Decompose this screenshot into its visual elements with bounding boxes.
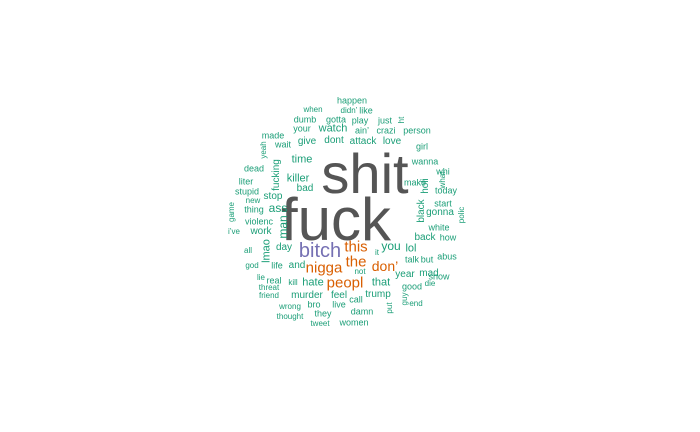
word-wait: wait [274, 139, 292, 150]
word-live: live [332, 299, 346, 310]
word-holi: holi [420, 178, 431, 194]
word-feel: feel [330, 290, 348, 301]
word-guy: guy [400, 292, 409, 306]
word-lol: lol [405, 242, 417, 255]
word-they: they [314, 308, 332, 319]
word-work: work [250, 226, 272, 237]
word-hate: hate [302, 276, 324, 289]
word-put: put [385, 302, 394, 314]
word-shit: shit [321, 142, 409, 205]
word-the: the [345, 253, 367, 271]
word-gonna: gonna [426, 207, 454, 218]
word-happen: happen [336, 95, 368, 106]
word-lmao: lmao [260, 239, 273, 263]
word-peopl: peopl [326, 274, 364, 292]
word-dead: dead [243, 163, 265, 174]
word-man: man [276, 215, 290, 239]
word-nigga: nigga [305, 259, 343, 277]
word-back: back [414, 232, 436, 243]
word-threat: threat [258, 283, 280, 292]
word-friend: friend [258, 291, 280, 300]
word-ht: ht [397, 116, 406, 124]
word-fuck: fuck [280, 186, 392, 253]
word-that: that [371, 276, 391, 289]
word-i-ve: i’ve [227, 227, 241, 236]
word-die: die [424, 279, 436, 288]
word-and: and [288, 260, 306, 271]
word-give: give [297, 136, 317, 147]
word-girl: girl [415, 141, 429, 152]
word-don: don’ [371, 258, 399, 274]
word-wanna: wanna [411, 156, 439, 167]
word-end: end [409, 299, 423, 308]
word-liter: liter [238, 176, 254, 187]
word-women: women [339, 317, 369, 328]
word-you: you [381, 239, 401, 253]
word-game: game [227, 201, 236, 223]
word-killer: killer [286, 172, 310, 185]
word-this: this [344, 238, 368, 256]
word-violenc: violenc [244, 216, 274, 227]
word-fucking: fucking [271, 159, 282, 191]
word-year: year [395, 269, 415, 280]
word-all: all [243, 246, 253, 255]
word-made: made [261, 130, 285, 141]
word-kill: kill [288, 278, 298, 287]
word-not: not [354, 267, 366, 276]
word-ass: ass [268, 201, 288, 215]
word-play: play [351, 115, 369, 126]
word-make: make [403, 177, 427, 188]
word-wrong: wrong [279, 302, 301, 311]
word-yeah: yeah [259, 141, 268, 159]
word-thing: thing [244, 204, 264, 215]
word-damn: damn [350, 306, 374, 317]
word-thought: thought [276, 312, 304, 321]
word-when: when [303, 105, 323, 114]
word-dont: dont [324, 135, 344, 146]
word-tweet: tweet [310, 319, 330, 328]
word-show: show [428, 271, 450, 282]
word-like: like [359, 105, 373, 116]
word-dumb: dumb [293, 114, 317, 125]
word-good: good [401, 281, 423, 292]
word-didn: didn’ [340, 106, 358, 115]
word-person: person [403, 125, 431, 136]
word-ain: ain’ [354, 125, 370, 136]
word-stupid: stupid [234, 186, 260, 197]
word-it: it [375, 248, 379, 257]
word-how: how [439, 232, 457, 243]
word-new: new [245, 196, 261, 205]
word-bro: bro [307, 299, 321, 310]
word-attack: attack [349, 136, 377, 147]
word-bitch: bitch [298, 240, 342, 262]
word-trump: trump [365, 289, 391, 300]
word-mad: mad [419, 268, 439, 279]
word-bad: bad [296, 183, 314, 194]
word-time: time [291, 153, 313, 166]
word-just: just [377, 115, 393, 126]
word-real: real [266, 275, 282, 286]
word-polic: polic [457, 206, 466, 224]
word-your: your [293, 123, 311, 134]
word-abus: abus [437, 251, 457, 262]
word-but: but [420, 254, 434, 265]
word-life: life [271, 260, 283, 271]
word-stop: stop [263, 191, 283, 202]
word-day: day [275, 242, 293, 253]
word-watch: watch [318, 122, 348, 135]
word-talk: talk [404, 254, 420, 265]
word-call: call [349, 294, 363, 305]
word-love: love [382, 136, 402, 147]
word-white: white [428, 222, 450, 233]
word-gotta: gotta [325, 114, 347, 125]
word-crazi: crazi [376, 125, 396, 136]
word-lie: lie [256, 273, 266, 282]
word-start: start [434, 198, 452, 209]
word-today: today [434, 185, 458, 196]
word-murder: murder [291, 290, 323, 301]
word-whi: whi [436, 166, 450, 177]
word-god: god [245, 261, 259, 270]
